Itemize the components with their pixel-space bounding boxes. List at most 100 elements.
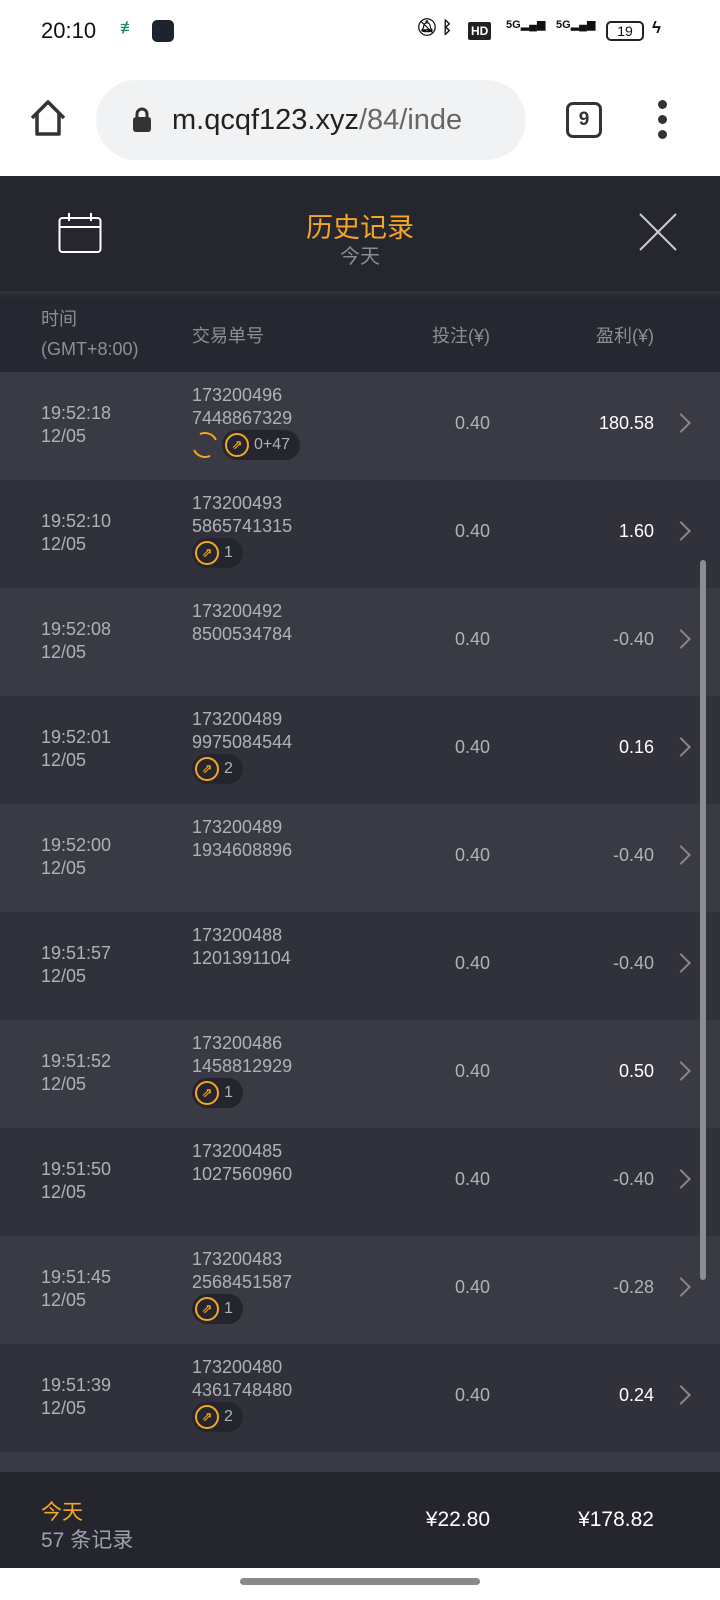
time: 19:52:18 bbox=[41, 403, 112, 423]
order-id-part1: 173200480 bbox=[192, 1357, 283, 1377]
scrollbar[interactable] bbox=[700, 560, 706, 1280]
history-row[interactable]: 19:51:52 12/05 173200486 1458812929 ⇗ 1 0.40… bbox=[0, 1020, 720, 1128]
profit-amount: 1.60 bbox=[618, 521, 654, 541]
chevron-right-icon bbox=[671, 845, 691, 865]
order-id: 173200489 1934608896 bbox=[192, 816, 292, 862]
address-bar[interactable]: m.qcqf123.xyz/84/inde bbox=[96, 80, 526, 160]
bet-amount: 0.40 bbox=[454, 413, 490, 433]
chevron-right-icon bbox=[671, 1277, 691, 1297]
chevron-right-icon bbox=[671, 1169, 691, 1189]
history-row[interactable]: 19:51:39 12/05 173200480 4361748480 ⇗ 2 0.40… bbox=[0, 1344, 720, 1452]
more-menu-icon[interactable] bbox=[658, 100, 668, 145]
bonus-badge: ⇗ 2 bbox=[192, 1402, 243, 1432]
bonus-badge: ⇗ 2 bbox=[192, 754, 243, 784]
badge-count: 1 bbox=[224, 544, 233, 561]
bet-amount: 0.40 bbox=[454, 629, 490, 649]
coin-icon: ⇗ bbox=[195, 1081, 219, 1105]
col-profit: 盈利(¥) bbox=[596, 326, 654, 346]
profit-amount: 0.24 bbox=[618, 1385, 654, 1405]
order-id-part1: 173200489 bbox=[192, 817, 283, 837]
order-id: 173200485 1027560960 bbox=[192, 1140, 292, 1186]
row-time: 19:52:10 12/05 bbox=[41, 510, 111, 556]
badge-count: 1 bbox=[224, 1084, 233, 1101]
home-icon[interactable] bbox=[28, 98, 68, 138]
chevron-right-icon bbox=[671, 1385, 691, 1405]
date: 12/05 bbox=[41, 534, 87, 554]
history-row[interactable]: 19:51:50 12/05 173200485 1027560960 0.40 -… bbox=[0, 1128, 720, 1236]
row-badges: ⇗ 1 bbox=[192, 538, 243, 568]
order-id-part1: 173200489 bbox=[192, 709, 283, 729]
order-id: 173200492 8500534784 bbox=[192, 600, 292, 646]
badge-count: 2 bbox=[224, 1408, 233, 1425]
history-row[interactable]: 19:52:10 12/05 173200493 5865741315 ⇗ 1 0.40… bbox=[0, 480, 720, 588]
time: 19:52:00 bbox=[41, 835, 112, 855]
history-row[interactable]: 19:51:45 12/05 173200483 2568451587 ⇗ 1 0.40… bbox=[0, 1236, 720, 1344]
date: 12/05 bbox=[41, 426, 87, 446]
browser-toolbar: m.qcqf123.xyz/84/inde 9 bbox=[0, 60, 720, 176]
history-row[interactable]: 19:52:00 12/05 173200489 1934608896 0.40 -… bbox=[0, 804, 720, 912]
status-bar: 20:10 ≢ 🔕︎ ᛒ HD 5G▂▄▆ 5G▂▄▆ 19 ϟ bbox=[0, 0, 720, 60]
summary-footer: 今天 57 条记录 ¥22.80 ¥178.82 bbox=[0, 1472, 720, 1568]
bonus-badge: ⇗ 1 bbox=[192, 1294, 243, 1324]
chevron-right-icon bbox=[671, 413, 691, 433]
bonus-badge: ⇗ 0+47 bbox=[222, 430, 301, 460]
profit-amount: -0.40 bbox=[612, 845, 654, 865]
url-domain: m.qcqf123.xyz bbox=[172, 103, 359, 136]
order-id-part1: 173200486 bbox=[192, 1033, 283, 1053]
order-id-part1: 173200493 bbox=[192, 493, 283, 513]
order-id: 173200480 4361748480 bbox=[192, 1356, 292, 1402]
row-badges: ⇗ 2 bbox=[192, 754, 243, 784]
order-id-part1: 173200492 bbox=[192, 601, 283, 621]
order-id-part2: 1934608896 bbox=[192, 840, 293, 860]
order-id-part1: 173200483 bbox=[192, 1249, 283, 1269]
order-id: 173200493 5865741315 bbox=[192, 492, 292, 538]
date-filter-label[interactable]: 今天 bbox=[340, 246, 380, 268]
clock-app-icon bbox=[152, 20, 174, 42]
time: 19:51:45 bbox=[41, 1267, 112, 1287]
history-row[interactable]: 19:52:01 12/05 173200489 9975084544 ⇗ 2 0.40… bbox=[0, 696, 720, 804]
time: 19:52:08 bbox=[41, 619, 112, 639]
url-path: /84/inde bbox=[358, 103, 463, 136]
bonus-badge: ⇗ 1 bbox=[192, 538, 243, 568]
row-time: 19:51:52 12/05 bbox=[41, 1050, 111, 1096]
row-time: 19:51:57 12/05 bbox=[41, 942, 111, 988]
col-timezone: (GMT+8:00) bbox=[41, 339, 139, 359]
charging-icon: ϟ bbox=[652, 18, 661, 37]
order-id-part1: 173200496 bbox=[192, 385, 283, 405]
chevron-right-icon bbox=[671, 521, 691, 541]
col-order: 交易单号 bbox=[192, 326, 264, 346]
history-panel: 历史记录 今天 时间 (GMT+8:00) 交易单号 投注(¥) 盈利(¥) 1… bbox=[0, 176, 720, 1568]
gesture-nav-handle[interactable] bbox=[240, 1578, 480, 1585]
tab-switcher-button[interactable]: 9 bbox=[566, 102, 602, 138]
row-badges: ⇗ 2 bbox=[192, 1402, 243, 1432]
row-time: 19:52:08 12/05 bbox=[41, 618, 111, 664]
row-badges: ⇗ 0+47 bbox=[188, 428, 301, 462]
badge-count: 1 bbox=[224, 1300, 233, 1317]
battery-icon: 19 bbox=[606, 21, 644, 41]
coin-icon: ⇗ bbox=[225, 433, 249, 457]
calendar-icon[interactable] bbox=[58, 212, 102, 254]
bonus-badge: ⇗ 1 bbox=[192, 1078, 243, 1108]
bet-amount: 0.40 bbox=[454, 521, 490, 541]
date: 12/05 bbox=[41, 1290, 87, 1310]
lock-icon bbox=[133, 107, 151, 132]
panel-header: 历史记录 今天 bbox=[0, 176, 720, 294]
signal-5g-icon: 5G▂▄▆ bbox=[506, 19, 546, 31]
history-row[interactable]: 19:52:18 12/05 173200496 7448867329 ⇗ 0+47 0… bbox=[0, 372, 720, 480]
row-time: 19:51:45 12/05 bbox=[41, 1266, 111, 1312]
history-row[interactable]: 19:52:08 12/05 173200492 8500534784 0.40 -… bbox=[0, 588, 720, 696]
badge-count: 2 bbox=[224, 760, 233, 777]
time: 19:51:50 bbox=[41, 1159, 112, 1179]
close-icon[interactable] bbox=[638, 212, 678, 252]
bell-muted-icon: 🔕︎ bbox=[416, 18, 438, 37]
profit-amount: 180.58 bbox=[598, 413, 654, 433]
order-id: 173200488 1201391104 bbox=[192, 924, 291, 970]
network-label: 5G bbox=[556, 19, 571, 31]
coin-icon: ⇗ bbox=[195, 1297, 219, 1321]
order-id-part1: 173200488 bbox=[192, 925, 283, 945]
bet-amount: 0.40 bbox=[454, 737, 490, 757]
page-title: 历史记录 bbox=[306, 213, 414, 243]
time: 19:51:52 bbox=[41, 1051, 112, 1071]
row-badges: ⇗ 1 bbox=[192, 1078, 243, 1108]
history-row[interactable]: 19:51:57 12/05 173200488 1201391104 0.40 -… bbox=[0, 912, 720, 1020]
